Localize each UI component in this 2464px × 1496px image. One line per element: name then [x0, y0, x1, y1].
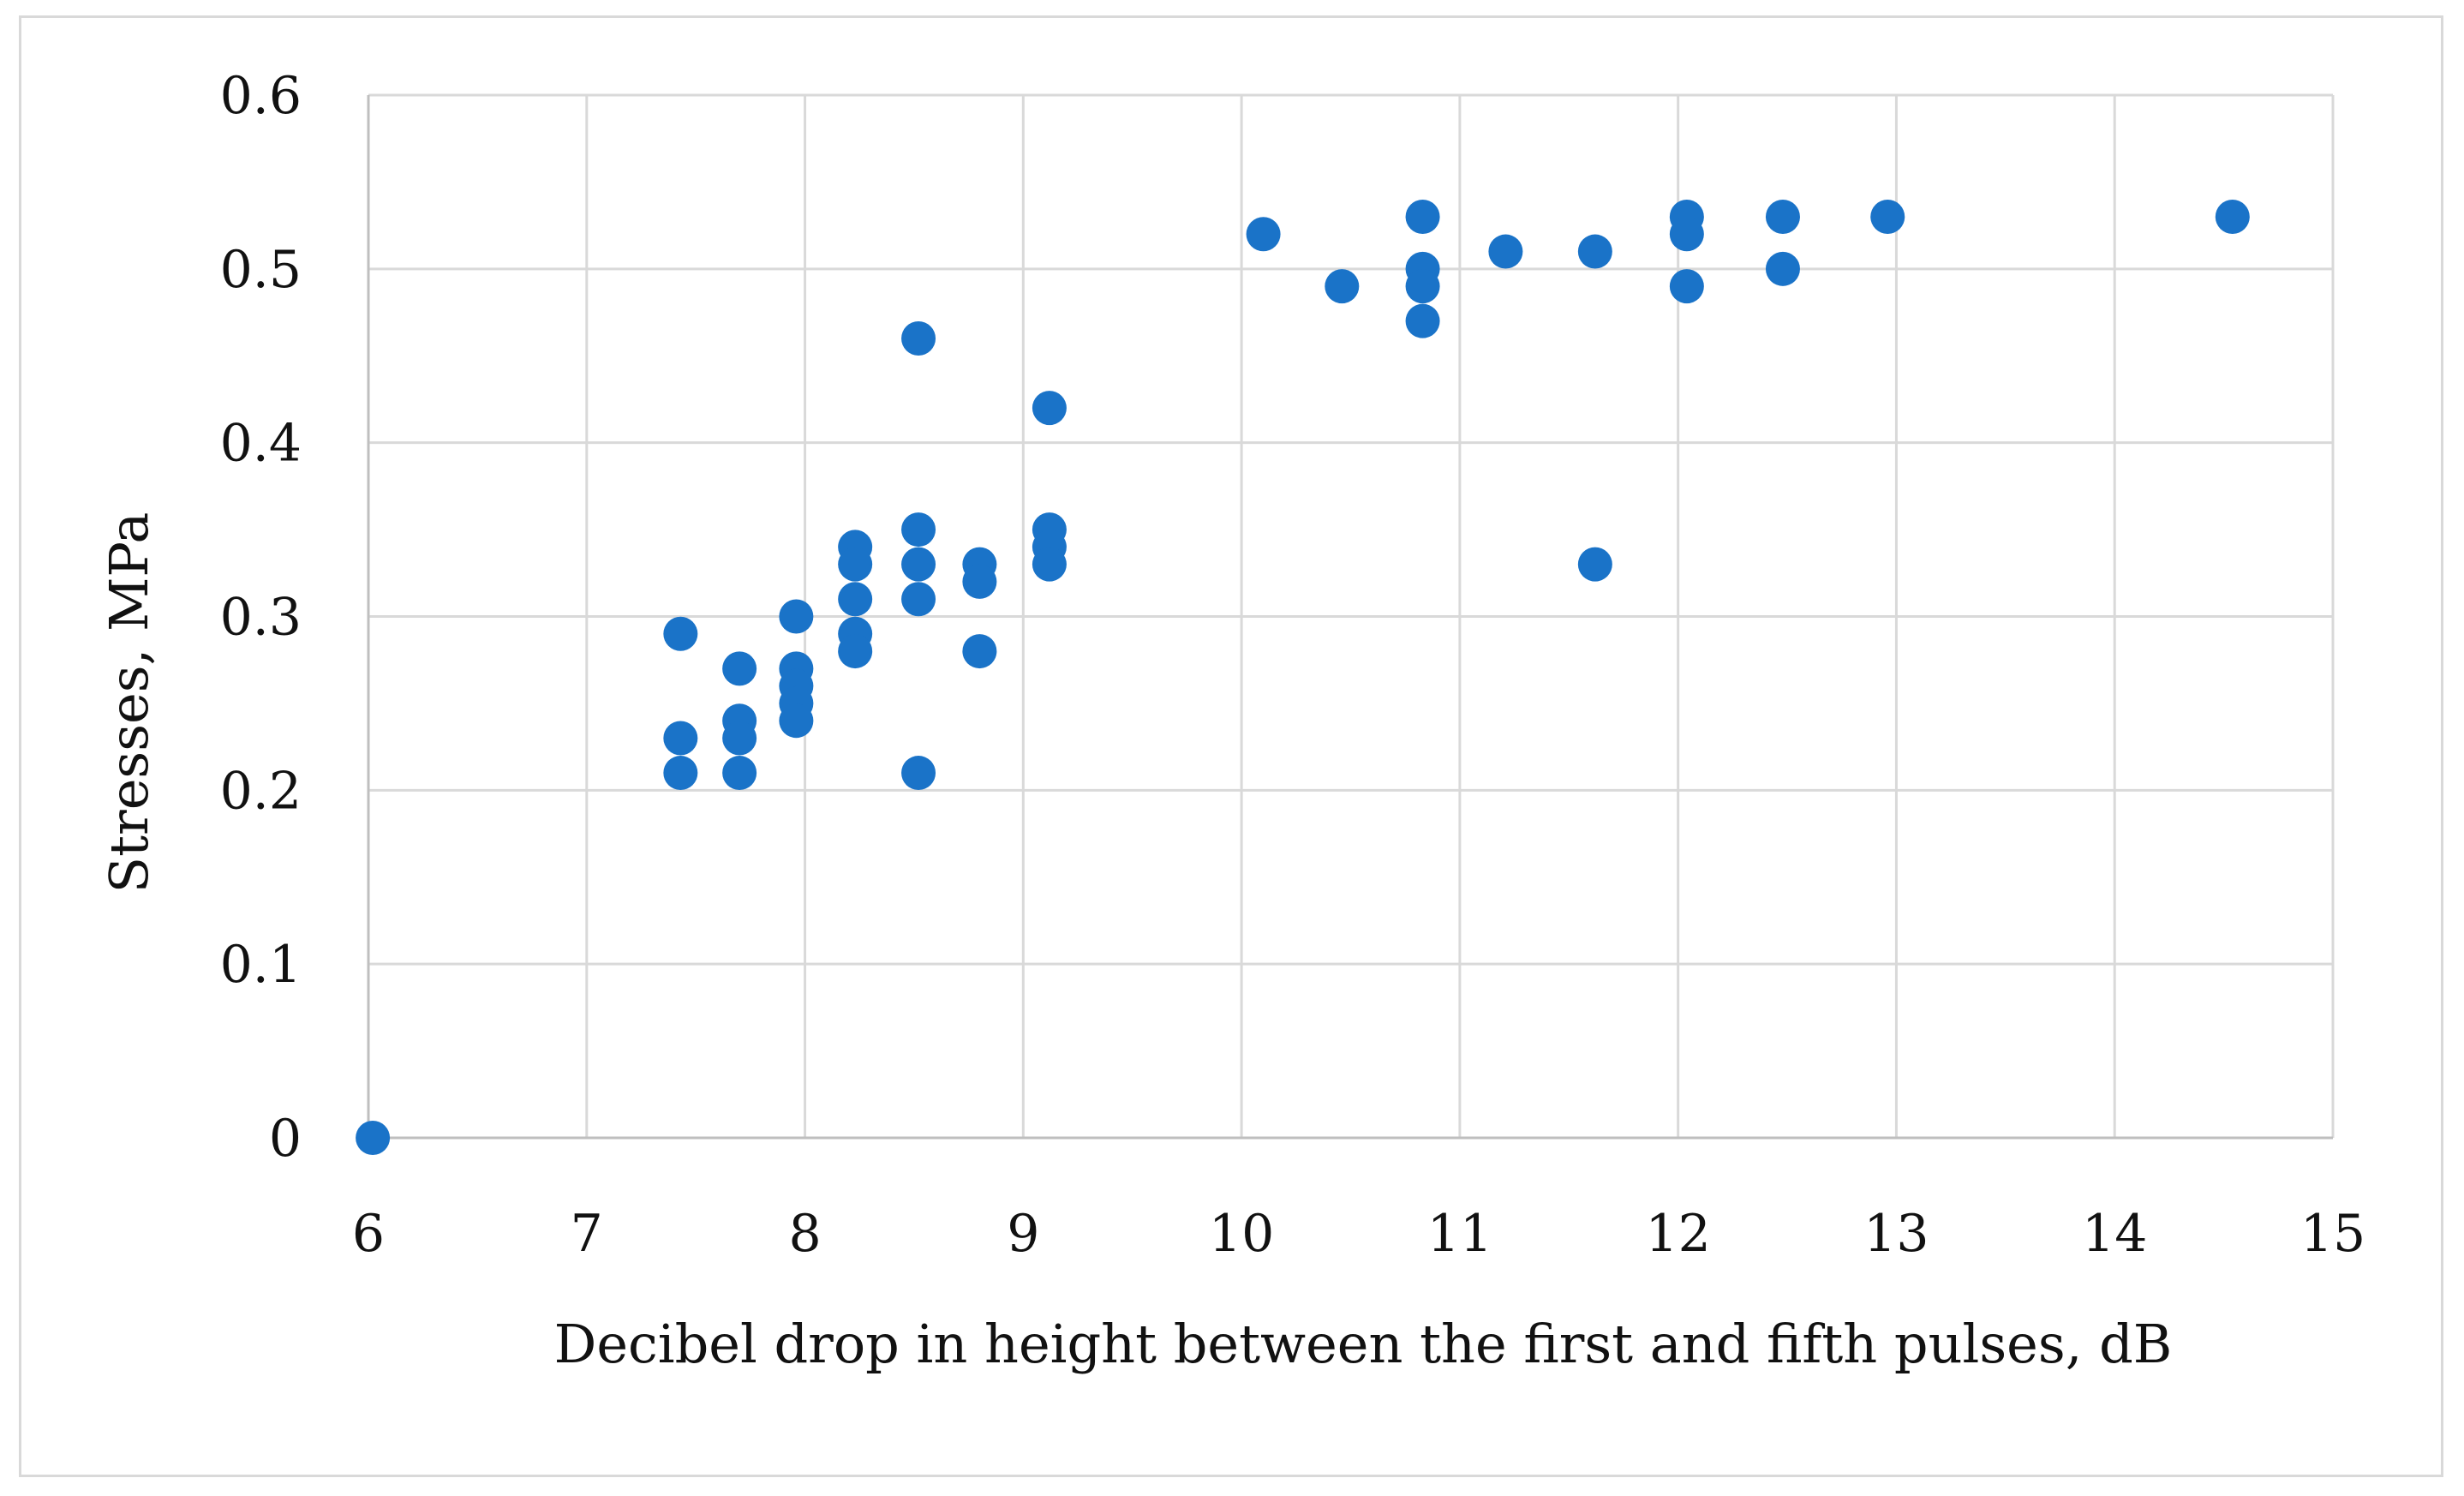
- data-point-44: [1765, 251, 1800, 286]
- data-point-41: [1669, 217, 1704, 252]
- y-tick-label-0.2: 0.2: [220, 761, 302, 821]
- data-point-20: [901, 512, 936, 548]
- data-point-9: [779, 599, 814, 634]
- data-point-5: [722, 651, 757, 686]
- data-point-32: [1325, 269, 1360, 304]
- x-axis-title: Decibel drop in height between the first…: [554, 1313, 2173, 1375]
- grid-lines: [368, 93, 2335, 1138]
- data-point-36: [1405, 303, 1440, 338]
- data-point-13: [779, 703, 814, 739]
- x-tick-label-7: 7: [571, 1204, 603, 1264]
- y-tick-label-0.6: 0.6: [220, 66, 302, 126]
- data-point-25: [962, 564, 997, 599]
- data-points: [356, 199, 2250, 1155]
- x-tick-label-9: 9: [1007, 1204, 1039, 1264]
- x-tick-label-13: 13: [1863, 1204, 1929, 1264]
- data-point-38: [1577, 234, 1612, 269]
- data-point-37: [1488, 234, 1523, 269]
- data-point-3: [663, 721, 698, 756]
- x-tick-labels: 6 7 8 9 10 11 12 13 14 15: [352, 1204, 2365, 1264]
- data-point-2: [663, 616, 698, 651]
- x-tick-label-10: 10: [1209, 1204, 1274, 1264]
- data-point-43: [1765, 199, 1800, 234]
- data-point-8: [722, 756, 757, 791]
- data-point-23: [901, 756, 936, 791]
- y-axis-title: Stresses, MPa: [98, 512, 160, 894]
- data-point-21: [901, 547, 936, 582]
- data-point-15: [838, 547, 873, 582]
- x-tick-label-8: 8: [788, 1204, 821, 1264]
- y-tick-label-0.4: 0.4: [220, 414, 302, 474]
- chart-frame: [19, 15, 2443, 1477]
- data-point-45: [1870, 199, 1905, 234]
- data-point-35: [1405, 269, 1440, 304]
- x-tick-label-11: 11: [1427, 1204, 1492, 1264]
- data-point-19: [901, 320, 936, 356]
- data-point-30: [1032, 547, 1067, 582]
- data-point-1: [356, 1121, 391, 1155]
- y-tick-label-0.5: 0.5: [220, 240, 302, 300]
- data-point-4: [663, 756, 698, 791]
- data-point-7: [722, 721, 757, 756]
- x-tick-label-15: 15: [2300, 1204, 2365, 1264]
- x-tick-label-6: 6: [352, 1204, 385, 1264]
- data-point-27: [1032, 391, 1067, 426]
- x-tick-label-12: 12: [1645, 1204, 1710, 1264]
- data-point-39: [1577, 547, 1612, 582]
- data-point-16: [838, 582, 873, 617]
- y-tick-labels: 0 0.1 0.2 0.3 0.4 0.5 0.6: [220, 66, 302, 1169]
- y-tick-label-0.3: 0.3: [220, 588, 302, 648]
- y-tick-label-0.1: 0.1: [220, 935, 302, 995]
- data-point-46: [2215, 199, 2250, 234]
- axes: [367, 95, 2333, 1140]
- data-point-33: [1405, 199, 1440, 234]
- data-point-18: [838, 634, 873, 669]
- data-point-22: [901, 582, 936, 617]
- data-point-31: [1246, 217, 1281, 252]
- data-point-26: [962, 634, 997, 669]
- x-tick-label-14: 14: [2082, 1204, 2147, 1264]
- y-tick-label-0: 0: [269, 1109, 302, 1169]
- data-point-42: [1669, 269, 1704, 304]
